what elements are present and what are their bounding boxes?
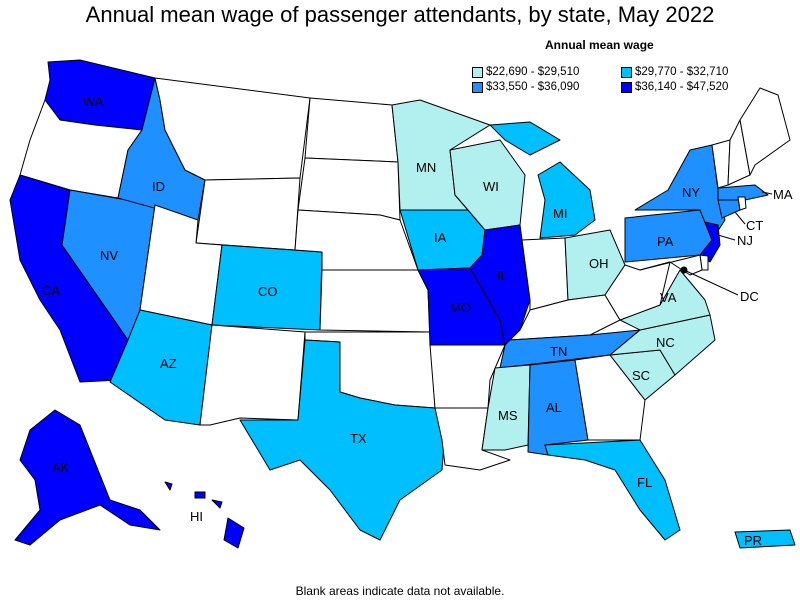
leader-lines bbox=[683, 191, 773, 296]
state-NJ[interactable] bbox=[699, 221, 721, 263]
label-AZ: AZ bbox=[160, 356, 177, 371]
map-title: Annual mean wage of passenger attendants… bbox=[85, 2, 715, 27]
label-SC: SC bbox=[632, 368, 650, 383]
label-MO: MO bbox=[450, 300, 471, 315]
legend-label: $36,140 - $47,520 bbox=[635, 81, 729, 93]
legend-label: $33,550 - $36,090 bbox=[486, 81, 580, 93]
label-MA: MA bbox=[773, 187, 793, 202]
state-HI[interactable] bbox=[164, 481, 245, 549]
legend-swatch bbox=[621, 66, 632, 78]
state-KS[interactable] bbox=[319, 269, 431, 333]
legend-item-2: $29,770 - $32,710 bbox=[621, 66, 728, 78]
legend-item-3: $33,550 - $36,090 bbox=[472, 81, 579, 93]
label-MI: MI bbox=[553, 206, 567, 221]
state-PR[interactable] bbox=[734, 529, 796, 549]
label-CA: CA bbox=[42, 283, 60, 298]
label-PA: PA bbox=[657, 234, 674, 249]
legend-swatch bbox=[472, 66, 483, 78]
label-TN: TN bbox=[550, 344, 567, 359]
label-AK: AK bbox=[52, 460, 70, 475]
state-WY[interactable] bbox=[195, 177, 301, 251]
state-labels: WA CA NV ID AZ CO TX MN IA MO WI IL MI O… bbox=[42, 94, 793, 548]
legend-title: Annual mean wage bbox=[545, 38, 654, 52]
label-ID: ID bbox=[152, 179, 165, 194]
state-GA[interactable] bbox=[574, 354, 646, 441]
label-VA: VA bbox=[660, 290, 677, 305]
footnote: Blank areas indicate data not available. bbox=[295, 584, 505, 598]
state-RI[interactable] bbox=[737, 196, 747, 211]
legend-label: $22,690 - $29,510 bbox=[486, 66, 580, 78]
label-CT: CT bbox=[746, 218, 763, 233]
label-IL: IL bbox=[497, 268, 508, 283]
legend-swatch bbox=[621, 81, 632, 93]
state-MT[interactable] bbox=[154, 77, 311, 181]
legend-item-4: $36,140 - $47,520 bbox=[621, 81, 728, 93]
label-MN: MN bbox=[416, 160, 436, 175]
label-MS: MS bbox=[498, 408, 518, 423]
label-PR: PR bbox=[744, 533, 762, 548]
label-HI: HI bbox=[190, 509, 203, 524]
state-MA[interactable] bbox=[717, 184, 769, 201]
legend-label: $29,770 - $32,710 bbox=[635, 66, 729, 78]
label-OH: OH bbox=[589, 256, 609, 271]
state-ME[interactable] bbox=[739, 87, 791, 176]
label-NV: NV bbox=[100, 248, 118, 263]
label-CO: CO bbox=[258, 284, 278, 299]
state-ND[interactable] bbox=[304, 97, 399, 163]
label-NY: NY bbox=[682, 185, 700, 200]
label-TX: TX bbox=[350, 431, 367, 446]
state-TX[interactable] bbox=[239, 339, 446, 541]
legend-item-1: $22,690 - $29,510 bbox=[472, 66, 579, 78]
label-WI: WI bbox=[483, 179, 499, 194]
label-FL: FL bbox=[637, 475, 652, 490]
state-AR[interactable] bbox=[429, 344, 506, 409]
label-WA: WA bbox=[83, 94, 104, 109]
state-AK[interactable] bbox=[14, 409, 161, 546]
state-NM[interactable] bbox=[199, 324, 306, 426]
label-NC: NC bbox=[656, 335, 675, 350]
label-AL: AL bbox=[546, 400, 562, 415]
state-MI[interactable] bbox=[489, 121, 596, 239]
state-FL[interactable] bbox=[544, 439, 681, 541]
label-NJ: NJ bbox=[737, 233, 753, 248]
label-IA: IA bbox=[434, 230, 447, 245]
label-DC: DC bbox=[740, 289, 759, 304]
legend-swatch bbox=[472, 81, 483, 93]
